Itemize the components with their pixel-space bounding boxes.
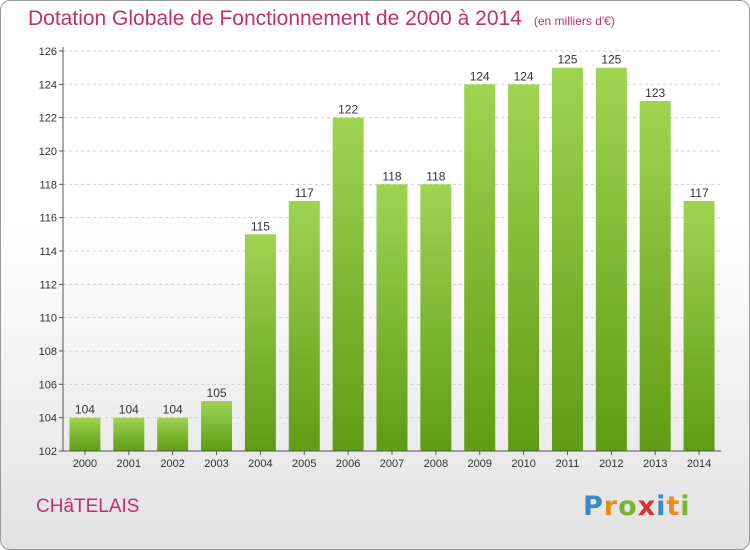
bar-value-label: 122 bbox=[338, 103, 358, 117]
y-tick-label: 108 bbox=[39, 346, 57, 358]
y-tick-label: 106 bbox=[39, 379, 57, 391]
bars: 104 104 104 105 115 117 122 118 118 124 124 125 125 1… bbox=[69, 53, 715, 452]
bar-value-label: 124 bbox=[470, 69, 490, 83]
y-tick-label: 122 bbox=[39, 113, 57, 125]
bar-value-label: 117 bbox=[689, 186, 708, 200]
x-tick-label: 2010 bbox=[511, 458, 535, 470]
y-tick-label: 114 bbox=[39, 246, 57, 258]
bar-value-label: 115 bbox=[251, 219, 270, 233]
bar-value-label: 125 bbox=[557, 53, 577, 67]
y-tick-label: 110 bbox=[39, 313, 57, 325]
y-tick-label: 126 bbox=[39, 46, 57, 58]
bar bbox=[508, 84, 540, 451]
x-tick-label: 2006 bbox=[336, 458, 360, 470]
x-tick-label: 2009 bbox=[467, 458, 491, 470]
bar bbox=[639, 101, 671, 451]
x-tick-label: 2011 bbox=[556, 458, 580, 470]
bar-value-label: 105 bbox=[207, 386, 227, 400]
bar bbox=[288, 201, 320, 451]
commune-name: CHâTELAIS bbox=[36, 496, 140, 517]
y-tick-label: 102 bbox=[39, 446, 57, 458]
y-tick-label: 118 bbox=[39, 179, 57, 191]
bar bbox=[464, 84, 496, 451]
x-tick-label: 2014 bbox=[687, 458, 711, 470]
chart-unit: (en milliers d'€) bbox=[533, 14, 615, 28]
x-tick-label: 2008 bbox=[424, 458, 448, 470]
title-line: Dotation Globale de Fonctionnement de 20… bbox=[28, 7, 615, 31]
x-tick-label: 2005 bbox=[292, 458, 316, 470]
x-tick-label: 2002 bbox=[160, 458, 184, 470]
bar-value-label: 117 bbox=[295, 186, 314, 200]
bar bbox=[69, 417, 101, 451]
x-tick-label: 2007 bbox=[380, 458, 404, 470]
bar bbox=[332, 117, 364, 452]
bar bbox=[420, 184, 452, 452]
x-tick-label: 2012 bbox=[599, 458, 623, 470]
y-tick-label: 104 bbox=[39, 413, 57, 425]
axes: 102 104 106 108 110 112 114 116 118 120 122 124 126 2… bbox=[39, 46, 721, 470]
x-tick-label: 2003 bbox=[204, 458, 228, 470]
x-tick-label: 2001 bbox=[117, 458, 141, 470]
bar-value-label: 104 bbox=[119, 403, 139, 417]
y-tick-label: 120 bbox=[39, 146, 57, 158]
y-tick-label: 124 bbox=[39, 79, 57, 91]
bar-value-label: 104 bbox=[75, 403, 95, 417]
chart-title: Dotation Globale de Fonctionnement de 20… bbox=[28, 7, 522, 30]
bar-value-label: 118 bbox=[426, 169, 445, 183]
x-tick-label: 2004 bbox=[248, 458, 272, 470]
y-tick-label: 116 bbox=[39, 213, 57, 225]
x-tick-label: 2000 bbox=[73, 458, 97, 470]
bar bbox=[157, 417, 189, 451]
y-tick-label: 112 bbox=[39, 279, 57, 291]
bar-value-label: 118 bbox=[382, 169, 401, 183]
bar bbox=[201, 401, 233, 451]
bar-value-label: 124 bbox=[514, 69, 534, 83]
bar bbox=[113, 417, 145, 451]
bar-value-label: 104 bbox=[163, 403, 183, 417]
bar-value-label: 123 bbox=[645, 86, 665, 100]
bar bbox=[551, 67, 583, 452]
bar-value-label: 125 bbox=[601, 53, 621, 67]
bar bbox=[595, 67, 627, 452]
x-tick-label: 2013 bbox=[643, 458, 667, 470]
proxiti-logo: Proxiti bbox=[583, 491, 691, 522]
bar bbox=[683, 201, 715, 451]
bar bbox=[376, 184, 408, 452]
bar bbox=[244, 234, 276, 451]
